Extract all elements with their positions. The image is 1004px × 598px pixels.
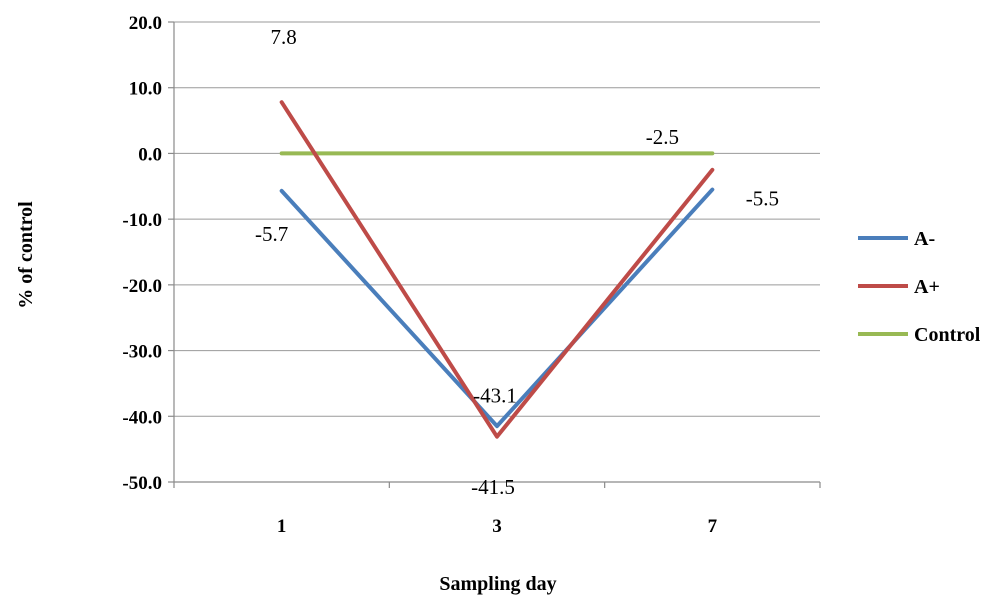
- x-tick-label: 1: [277, 516, 287, 537]
- y-tick-label: -50.0: [122, 473, 162, 494]
- series-line-a-: [279, 100, 715, 439]
- data-label: 7.8: [271, 25, 297, 49]
- y-tick-label: -20.0: [122, 276, 162, 297]
- x-tick-label: 3: [492, 516, 502, 537]
- legend: A- A+ Control: [858, 228, 981, 346]
- gridlines: [174, 21, 820, 483]
- series-lines: [279, 100, 715, 439]
- axes: 20.0 10.0 0.0 -10.0 -20.0 -30.0 -40.0 -50.0 1 3 7: [122, 13, 821, 537]
- data-label: -5.7: [255, 222, 288, 246]
- data-labels: 7.8 -5.7 -43.1 -41.5 -2.5 -5.5: [255, 25, 779, 499]
- legend-label: A+: [914, 276, 940, 298]
- x-tick-label: 7: [708, 516, 718, 537]
- data-label: -41.5: [471, 475, 515, 499]
- data-label: -43.1: [473, 384, 517, 408]
- series-line-a-: [279, 187, 715, 429]
- y-axis-title: % of control: [15, 201, 37, 309]
- x-axis-title: Sampling day: [439, 573, 556, 595]
- data-label: -5.5: [746, 187, 779, 211]
- y-tick-label: 20.0: [129, 13, 162, 34]
- y-tick-label: 0.0: [138, 144, 162, 165]
- y-tick-label: -30.0: [122, 342, 162, 363]
- y-tick-label: 10.0: [129, 79, 162, 100]
- legend-label: Control: [914, 324, 981, 346]
- y-tick-label: -10.0: [122, 210, 162, 231]
- data-label: -2.5: [646, 125, 679, 149]
- y-tick-label: -40.0: [122, 407, 162, 428]
- legend-label: A-: [914, 228, 935, 250]
